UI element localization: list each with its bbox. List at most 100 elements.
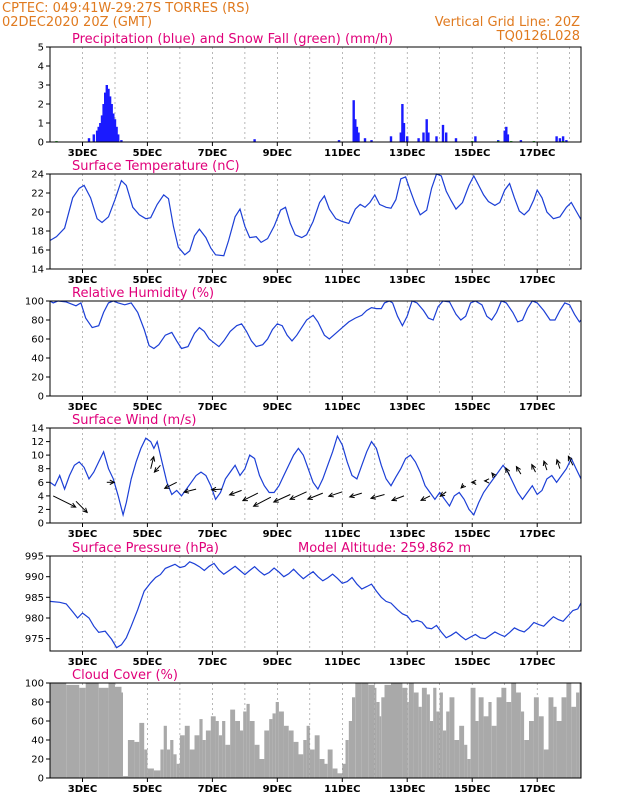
y-tick-label: 22	[31, 189, 44, 200]
x-tick-label: 7DEC	[198, 657, 227, 668]
x-tick-label: 3DEC	[68, 784, 97, 795]
cloud-bar	[342, 763, 346, 779]
wind-vector	[505, 467, 511, 476]
y-tick-label: 60	[31, 717, 44, 728]
x-tick-label: 15DEC	[454, 529, 490, 540]
cloud-bar	[134, 741, 140, 778]
x-tick-label: 7DEC	[198, 529, 227, 540]
cloud-bar	[205, 730, 211, 778]
x-tick-label: 9DEC	[263, 402, 292, 413]
cloud-bar	[314, 735, 320, 779]
cloud-bar	[418, 706, 422, 779]
cloud-bar	[184, 725, 190, 779]
cloud-bar	[501, 687, 507, 779]
cloud-bar	[446, 711, 450, 778]
cloud-bar	[483, 716, 489, 779]
precip-bar	[427, 132, 430, 142]
y-tick-label: 980	[25, 614, 44, 625]
wind-arrowhead	[210, 486, 217, 493]
y-tick-label: 1	[38, 119, 44, 130]
precip-bar	[422, 132, 425, 142]
precip-bar	[399, 132, 402, 142]
cloud-bar	[402, 687, 408, 779]
wind-vector	[515, 466, 522, 475]
precip-bar	[503, 130, 506, 142]
cloud-bar	[199, 719, 203, 778]
y-tick-label: 3	[38, 81, 44, 92]
cloud-bar	[66, 684, 80, 778]
panel-rh: 0 20 40 60 80 100 3DEC 5DEC 7DEC 9DEC 11DEC 13DEC 15…	[25, 286, 582, 413]
x-tick-label: 13DEC	[389, 402, 425, 413]
cloud-bar	[454, 740, 460, 778]
y-tick-label: 20	[31, 373, 44, 384]
cloud-bar	[298, 754, 304, 779]
cloud-bar	[279, 711, 284, 778]
x-tick-label: 7DEC	[198, 402, 227, 413]
series-wind	[49, 434, 582, 518]
cloud-bar	[254, 744, 260, 779]
x-tick-label: 5DEC	[133, 275, 162, 286]
cloud-bar	[275, 702, 279, 778]
cloud-bar	[176, 763, 180, 779]
y-tick-label: 975	[25, 634, 44, 645]
wind-vector	[52, 495, 76, 508]
precip-bar	[565, 140, 568, 142]
cloud-bar	[548, 697, 554, 779]
cloud-bar	[376, 702, 380, 778]
cloud-bar	[511, 683, 517, 778]
cloud-bar	[303, 740, 307, 778]
precip-bar	[445, 132, 448, 142]
precip-bar	[354, 119, 357, 142]
cloud-bar	[85, 683, 99, 778]
cloud-bar	[249, 721, 255, 778]
precip-bar	[95, 130, 99, 142]
wind-vector	[150, 456, 155, 469]
cloud-bar	[327, 749, 333, 778]
wind-arrowhead	[515, 465, 521, 472]
y-tick-label: 18	[31, 227, 44, 238]
cloud-bar	[391, 683, 398, 778]
x-tick-label: 13DEC	[389, 275, 425, 286]
precip-bar	[107, 88, 110, 142]
wind-arrowhead	[369, 494, 376, 500]
cloud-bar	[337, 773, 343, 779]
precip-bar	[357, 132, 360, 142]
plot-frame	[49, 300, 582, 397]
wind-vector	[328, 491, 343, 497]
x-tick-label: 3DEC	[68, 402, 97, 413]
cloud-bar	[170, 740, 174, 778]
precip-bar	[558, 138, 562, 142]
wind-arrowhead	[306, 495, 313, 500]
x-tick-label: 17DEC	[519, 657, 555, 668]
precip-bar	[561, 136, 565, 142]
cloud-bar	[127, 740, 135, 778]
y-tick-label: 60	[31, 335, 44, 346]
cloud-bar	[368, 684, 375, 778]
panel-temp: 14 16 18 20 22 24 3DEC 5DEC 7DEC 9DEC 11DEC 13DEC 15…	[31, 159, 582, 286]
cloud-bar	[491, 725, 497, 779]
y-tick-label: 40	[31, 354, 44, 365]
cloud-bar	[121, 692, 123, 778]
wind-vector	[349, 492, 362, 498]
precip-bar	[117, 134, 120, 142]
wind-arrowhead	[109, 479, 116, 485]
wind-arrowhead	[228, 490, 235, 496]
x-tick-label: 17DEC	[519, 402, 555, 413]
cloud-bar	[319, 759, 325, 778]
cloud-bar	[516, 692, 521, 778]
cloud-bar	[269, 719, 273, 778]
x-tick-label: 13DEC	[389, 148, 425, 159]
panel-precip: 0 1 2 3 4 5 3DEC 5DEC 7DEC 9DEC 11DEC 13DEC 15DEC 17D…	[38, 32, 582, 159]
cloud-bar	[571, 706, 577, 779]
y-tick-label: 80	[31, 316, 44, 327]
wind-arrowhead	[327, 492, 334, 498]
wind-arrowhead	[491, 472, 497, 479]
plot-frame	[49, 173, 582, 270]
cloud-bar	[443, 730, 447, 778]
y-tick-label: 0	[38, 138, 44, 149]
precip-bar	[120, 140, 123, 142]
panel-subtitle: Model Altitude: 259.862 m	[298, 541, 471, 556]
wind-vector	[154, 464, 161, 473]
y-tick-label: 8	[38, 464, 44, 475]
panel-title: Relative Humidity (%)	[72, 286, 214, 301]
